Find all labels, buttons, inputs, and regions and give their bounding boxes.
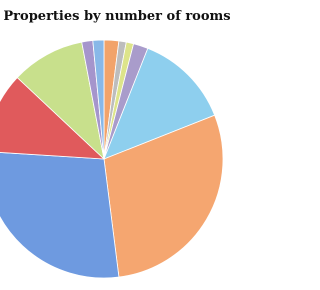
pie-slice (0, 152, 120, 279)
pie-slice (103, 114, 224, 278)
pie-slice (16, 41, 105, 161)
chart: Properties by number of rooms (0, 9, 231, 279)
chart-title: Properties by number of rooms (3, 9, 230, 24)
pie-slice (92, 39, 105, 160)
pie (0, 39, 224, 279)
pie-slice (0, 76, 106, 160)
pie-slice (103, 47, 216, 160)
